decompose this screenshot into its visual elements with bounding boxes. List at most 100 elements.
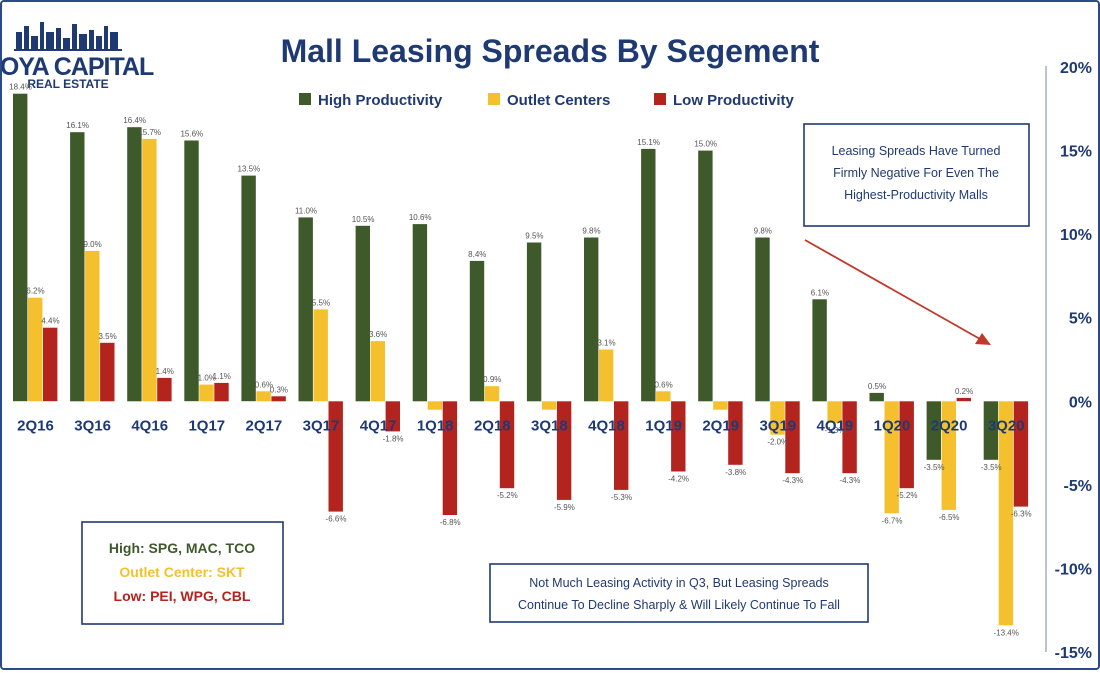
category-label-2q18: 2Q18 bbox=[474, 417, 511, 434]
legend-swatch-outlet bbox=[488, 93, 500, 105]
data-label-low-3q18: -5.9% bbox=[554, 503, 575, 512]
category-label-2q19: 2Q19 bbox=[702, 417, 739, 434]
y-tick-label: 10% bbox=[1060, 227, 1092, 244]
bar-low-3q17 bbox=[328, 401, 343, 512]
bar-low-3q20 bbox=[1013, 401, 1029, 507]
y-tick-label: -15% bbox=[1055, 645, 1092, 662]
data-label-outlet-3q19: -2.0% bbox=[767, 438, 788, 447]
bar-outlet-4q16 bbox=[142, 138, 157, 402]
bar-low-4q16 bbox=[157, 377, 172, 402]
data-label-high-3q19: 9.8% bbox=[754, 227, 772, 236]
data-label-low-1q19: -4.2% bbox=[668, 475, 689, 484]
bar-low-1q18 bbox=[442, 401, 458, 515]
bar-outlet-4q17 bbox=[370, 341, 385, 402]
data-label-low-4q18: -5.3% bbox=[611, 493, 632, 502]
y-tick-label: -5% bbox=[1064, 478, 1092, 495]
data-label-low-4q17: -1.8% bbox=[383, 434, 404, 443]
data-label-high-4q17: 10.5% bbox=[352, 215, 375, 224]
bar-high-4q17 bbox=[355, 225, 370, 402]
y-tick-label: -10% bbox=[1055, 561, 1092, 578]
skyline-icon bbox=[14, 22, 122, 51]
bar-high-1q20 bbox=[869, 392, 884, 402]
bar-high-2q19 bbox=[698, 150, 713, 402]
bar-outlet-2q16 bbox=[28, 297, 43, 402]
data-label-outlet-2q16: 6.2% bbox=[26, 287, 44, 296]
y-tick-label: 5% bbox=[1069, 311, 1092, 328]
bar-outlet-2q17 bbox=[256, 391, 271, 402]
data-label-outlet-4q17: 3.6% bbox=[369, 330, 387, 339]
bar-low-4q19 bbox=[842, 401, 857, 474]
legend-label-outlet: Outlet Centers bbox=[507, 92, 610, 109]
category-label-2q20: 2Q20 bbox=[931, 417, 968, 434]
bar-outlet-1q18 bbox=[427, 401, 443, 410]
annotation-top-line1: Leasing Spreads Have Turned bbox=[832, 144, 1001, 158]
data-label-low-3q17: -6.6% bbox=[326, 515, 347, 524]
category-label-4q17: 4Q17 bbox=[360, 417, 397, 434]
bar-high-2q16 bbox=[13, 93, 28, 402]
arrow-head-icon bbox=[975, 333, 991, 345]
annotation-bottom: Not Much Leasing Activity in Q3, But Lea… bbox=[489, 563, 869, 623]
annotation-bottom-line2: Continue To Decline Sharply & Will Likel… bbox=[518, 598, 840, 612]
data-label-high-1q19: 15.1% bbox=[637, 138, 660, 147]
annotation-top-line2: Firmly Negative For Even The bbox=[833, 166, 999, 180]
bar-outlet-3q16 bbox=[85, 250, 100, 402]
bar-high-4q19 bbox=[812, 299, 827, 402]
data-label-low-2q18: -5.2% bbox=[497, 491, 518, 500]
data-label-high-1q20: 0.5% bbox=[868, 382, 886, 391]
category-label-4q18: 4Q18 bbox=[588, 417, 625, 434]
bar-high-3q16 bbox=[70, 132, 85, 402]
y-tick-label: 15% bbox=[1060, 144, 1092, 161]
key-low: Low: PEI, WPG, CBL bbox=[114, 588, 251, 604]
annotation-top-line3: Highest-Productivity Malls bbox=[844, 188, 988, 202]
bar-outlet-4q18 bbox=[599, 349, 614, 402]
bar-outlet-2q20 bbox=[941, 401, 956, 510]
data-label-high-1q18: 10.6% bbox=[409, 213, 432, 222]
bar-high-2q17 bbox=[241, 175, 256, 402]
category-label-3q16: 3Q16 bbox=[74, 417, 111, 434]
bar-low-3q19 bbox=[785, 401, 800, 474]
data-label-high-3q16: 16.1% bbox=[66, 121, 89, 130]
bar-outlet-3q18 bbox=[541, 401, 557, 410]
data-label-outlet-4q18: 3.1% bbox=[597, 339, 615, 348]
data-label-outlet-3q16: 9.0% bbox=[83, 240, 101, 249]
bar-low-4q18 bbox=[614, 401, 629, 490]
category-label-1q19: 1Q19 bbox=[645, 417, 682, 434]
bar-low-1q20 bbox=[899, 401, 914, 489]
bar-outlet-1q17 bbox=[199, 384, 214, 402]
hoya-capital-logo: HOYA CAPITAL REAL ESTATE bbox=[0, 22, 155, 91]
bar-low-1q19 bbox=[671, 401, 686, 472]
company-key: High: SPG, MAC, TCO Outlet Center: SKT L… bbox=[81, 521, 284, 625]
category-labels-group: 2Q16 3Q16 4Q16 1Q17 2Q17 3Q17 4Q17 1Q18 2Q18 3Q18… bbox=[17, 417, 1024, 434]
bar-outlet-1q20 bbox=[884, 401, 899, 514]
company-key-box bbox=[81, 521, 284, 625]
data-label-outlet-4q19: -1.3% bbox=[824, 426, 845, 435]
data-label-outlet-4q16: 15.7% bbox=[138, 128, 161, 137]
category-label-2q17: 2Q17 bbox=[246, 417, 283, 434]
category-label-1q18: 1Q18 bbox=[417, 417, 454, 434]
bar-high-4q18 bbox=[584, 237, 599, 402]
data-label-outlet-3q20: -13.4% bbox=[994, 628, 1019, 637]
legend-label-low: Low Productivity bbox=[673, 92, 795, 109]
data-label-outlet-1q17: 1.0% bbox=[198, 374, 216, 383]
category-label-4q19: 4Q19 bbox=[817, 417, 854, 434]
legend-swatch-low bbox=[654, 93, 666, 105]
data-label-high-4q18: 9.8% bbox=[582, 227, 600, 236]
data-label-high-3q18: 9.5% bbox=[525, 232, 543, 241]
chart-title: Mall Leasing Spreads By Segement bbox=[281, 33, 820, 69]
bar-high-4q16 bbox=[127, 127, 142, 402]
bars-group bbox=[13, 93, 1029, 626]
trend-arrow-line bbox=[804, 239, 981, 340]
data-label-low-3q20: -6.3% bbox=[1011, 510, 1032, 519]
category-label-3q17: 3Q17 bbox=[303, 417, 340, 434]
logo-sub-text: REAL ESTATE bbox=[27, 77, 108, 91]
bar-low-2q19 bbox=[728, 401, 743, 465]
bar-high-3q18 bbox=[526, 242, 542, 402]
bar-high-3q17 bbox=[298, 217, 313, 402]
data-label-high-1q17: 15.6% bbox=[180, 130, 203, 139]
data-label-low-3q19: -4.3% bbox=[782, 476, 803, 485]
data-label-high-2q19: 15.0% bbox=[694, 140, 717, 149]
bar-low-2q18 bbox=[499, 401, 515, 489]
bar-high-1q18 bbox=[412, 224, 428, 402]
data-label-low-1q20: -5.2% bbox=[897, 491, 918, 500]
